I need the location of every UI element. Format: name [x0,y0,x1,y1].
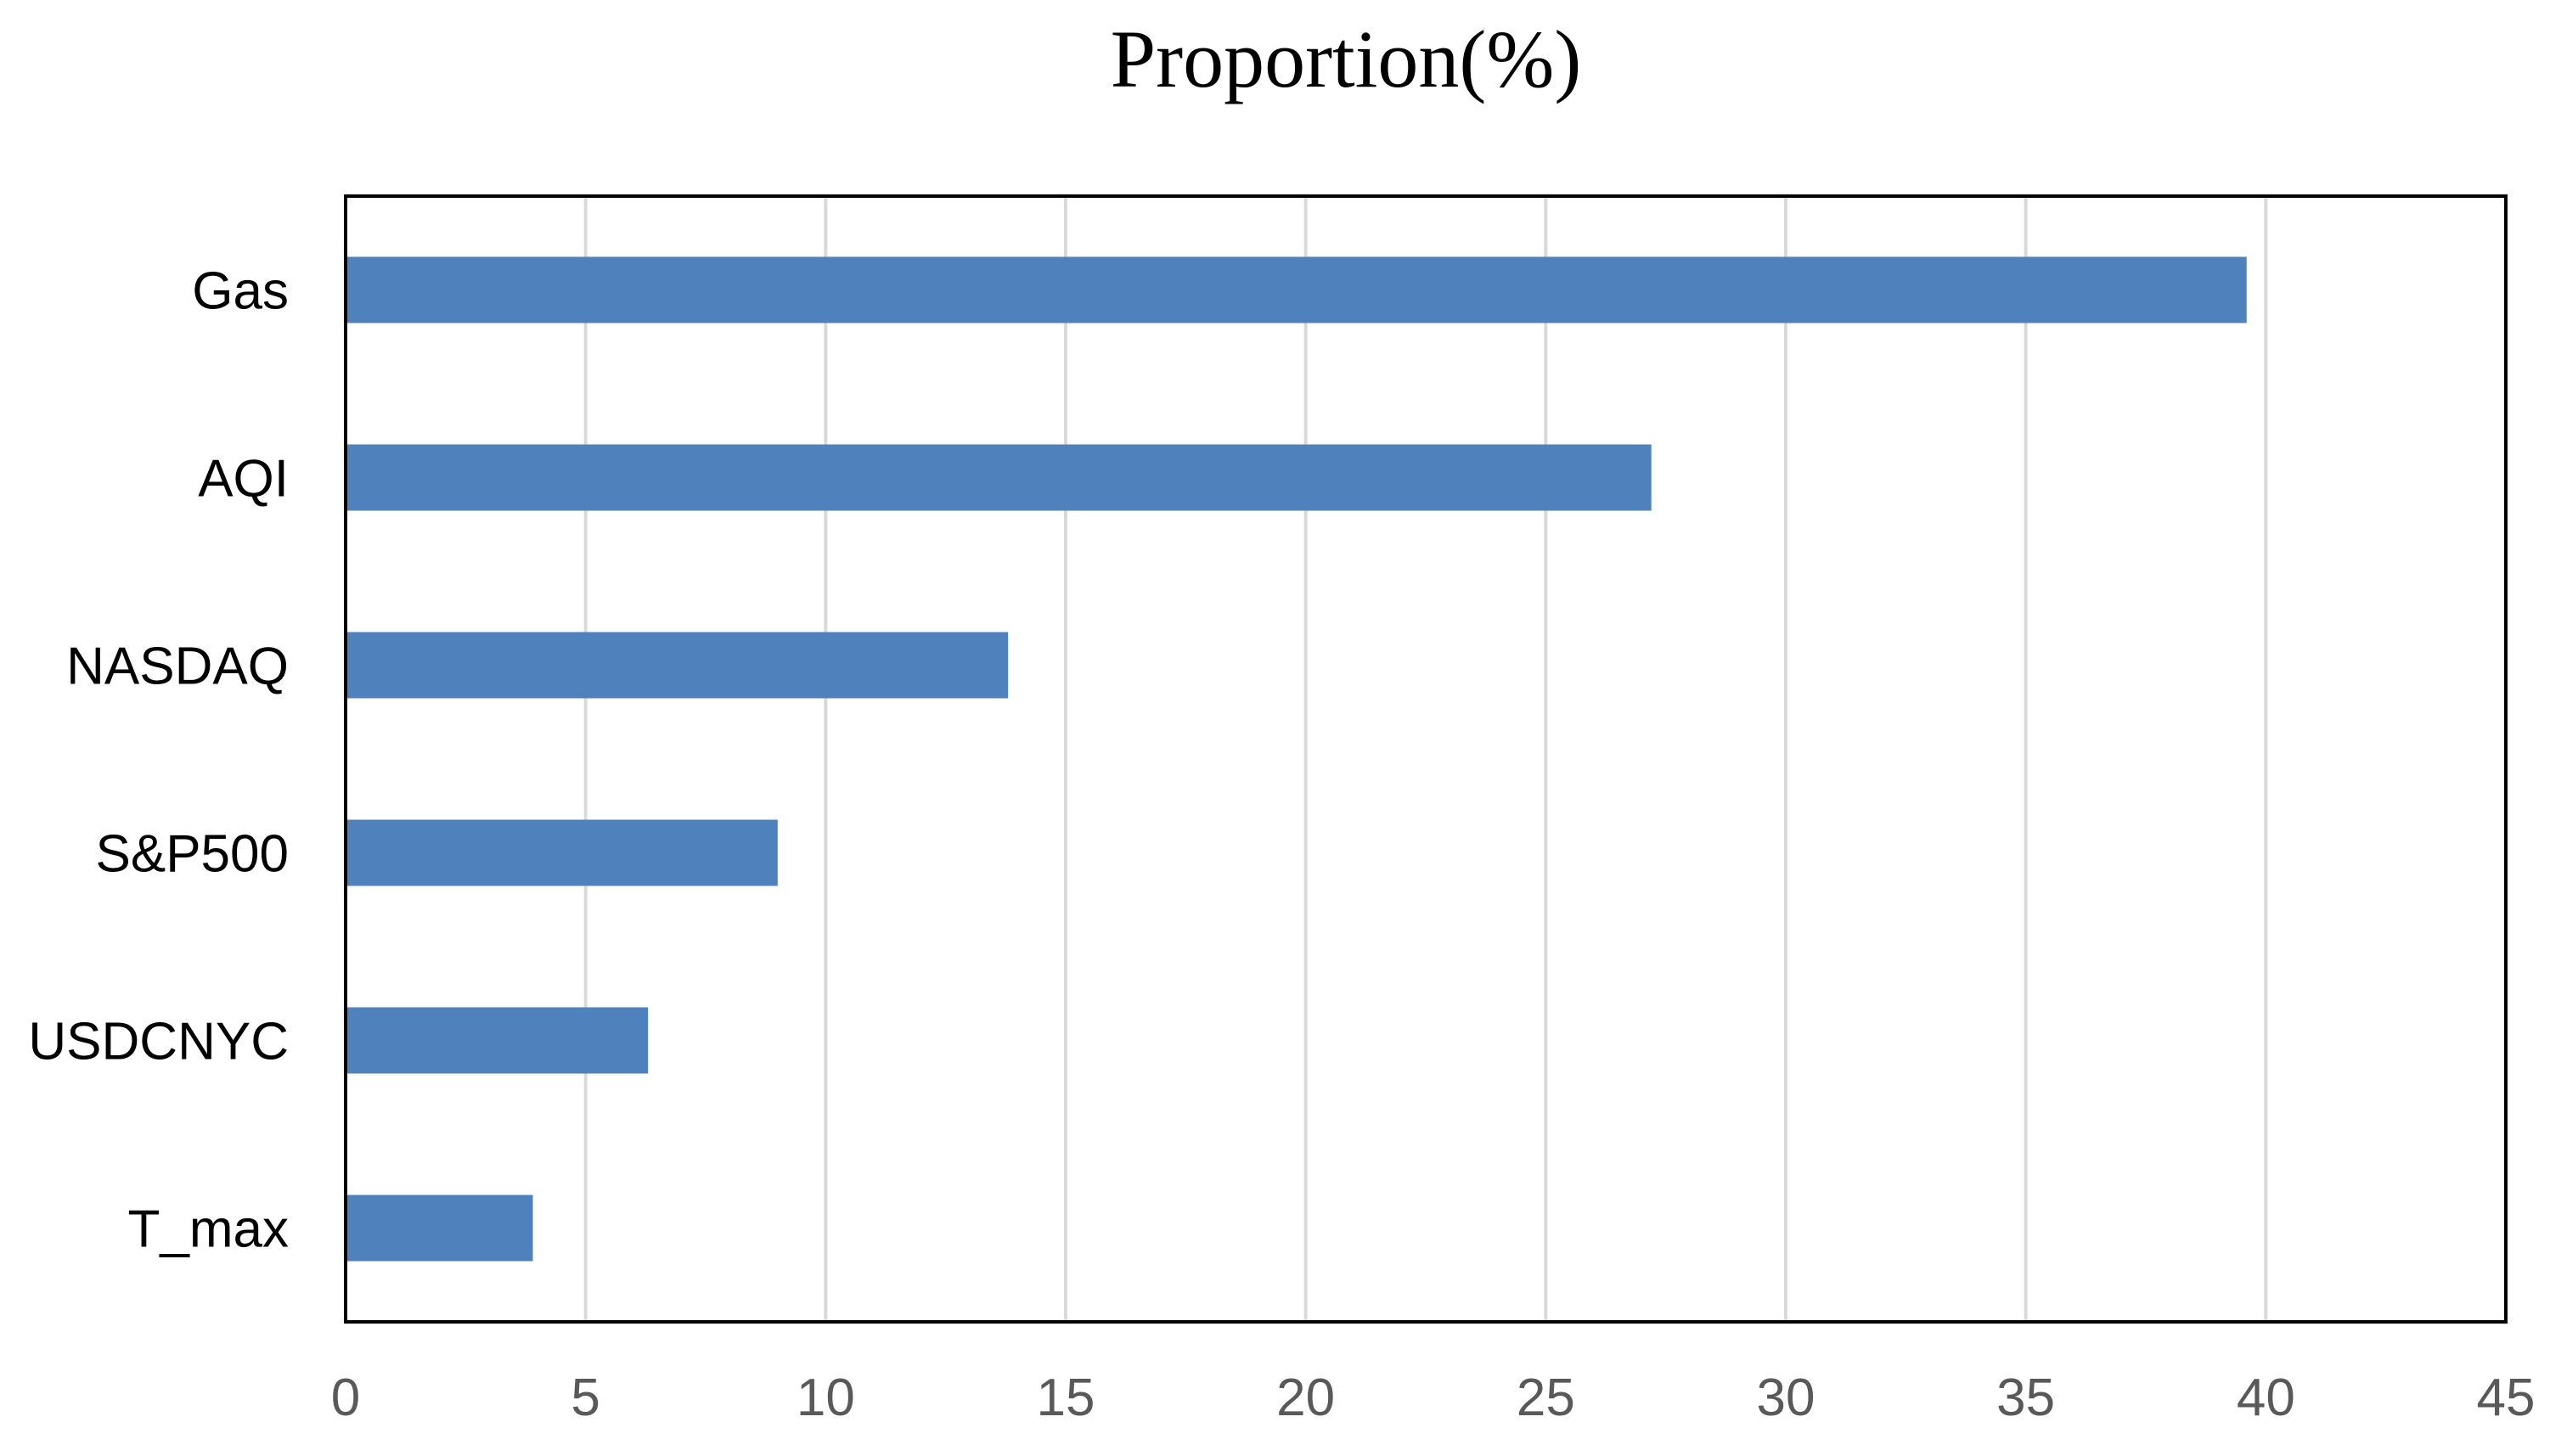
category-label: Gas [192,262,289,321]
gridlines [583,196,2268,1322]
bar [346,819,778,886]
bar [346,1007,649,1074]
chart-title: Proportion(%) [1111,14,1582,104]
plot-border [344,194,2508,1324]
x-tick-label: 35 [1996,1369,2055,1427]
bar [346,1195,533,1262]
bars [346,256,2247,1262]
category-label: NASDAQ [66,638,289,696]
x-tick-label: 15 [1037,1369,1095,1427]
bar [346,256,2247,323]
x-tick-label: 10 [797,1369,855,1427]
x-tick-label: 5 [571,1369,600,1427]
plot-frame [344,194,2508,1324]
x-tick-label: 30 [1757,1369,1815,1427]
x-tick-label: 20 [1276,1369,1335,1427]
bar [346,444,1652,511]
category-label: USDCNYC [28,1013,289,1071]
x-tick-label: 40 [2237,1369,2295,1427]
x-tick-label: 0 [331,1369,360,1427]
category-label: S&P500 [95,825,289,884]
x-axis-tick-labels: 0 5 10 15 20 25 30 35 40 45 [331,1369,2536,1427]
bar [346,632,1009,699]
category-labels: Gas AQI NASDAQ S&P500 USDCNYC T_max [28,262,289,1259]
category-label: T_max [128,1200,289,1259]
x-tick-label: 45 [2477,1369,2536,1427]
x-tick-label: 25 [1517,1369,1575,1427]
category-label: AQI [198,450,289,509]
